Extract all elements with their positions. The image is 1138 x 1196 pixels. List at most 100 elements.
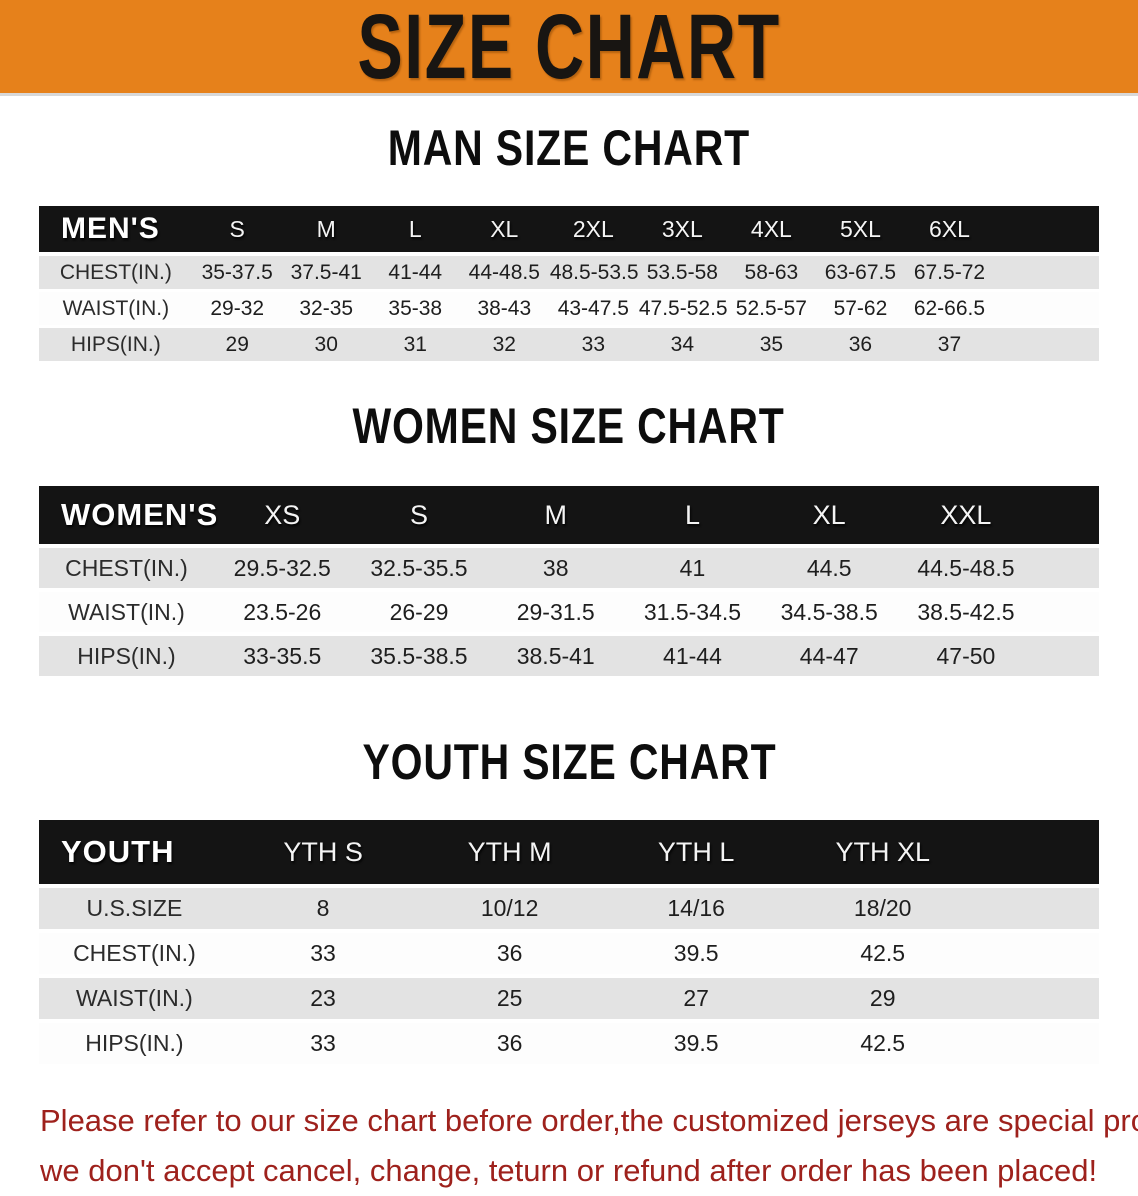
table-cell: 29-31.5 [487,590,625,636]
table-cell: 35-38 [370,290,460,328]
table-cell: 41 [624,546,761,592]
table-cell: 38.5-41 [487,634,625,680]
table-cell: 34.5-38.5 [760,590,898,636]
table-cell: 32-35 [281,290,371,328]
notice-line-1: Please refer to our size chart before or… [40,1103,1138,1138]
table-cell: 39.5 [602,1021,790,1068]
column-header: YTH S [229,820,417,888]
column-header: XL [459,206,549,256]
table-group-label: MEN'S [39,206,193,256]
youth-section-heading: YOUTH SIZE CHART [0,736,1138,798]
men-size-table: MEN'S S M L XL 2XL 3XL 4XL 5XL 6XL CHEST(IN.) 35-37… [39,206,1099,364]
table-cell: 14/16 [602,886,790,933]
table-cell: 33 [548,326,638,364]
order-notice: Please refer to our size chart before or… [40,1096,1138,1196]
column-header: 3XL [637,206,727,256]
banner-title: SIZE CHART [357,0,781,98]
table-cell: 10/12 [416,886,603,933]
spacer-cell [1034,546,1099,592]
row-label: HIPS(IN.) [39,634,214,680]
table-row: U.S.SIZE 8 10/12 14/16 18/20 [39,886,1099,933]
table-row: HIPS(IN.) 33 36 39.5 42.5 [39,1021,1099,1068]
table-cell: 63-67.5 [815,254,905,292]
table-row: CHEST(IN.) 33 36 39.5 42.5 [39,931,1099,978]
table-cell: 47.5-52.5 [637,290,728,328]
table-cell: 33 [229,1021,417,1068]
table-cell: 44.5 [760,546,898,592]
table-group-label: YOUTH [39,820,230,888]
table-cell: 18/20 [789,886,976,933]
table-row: WAIST(IN.) 23 25 27 29 [39,976,1099,1023]
table-cell: 44.5-48.5 [897,546,1035,592]
column-header: L [624,486,761,548]
spacer-cell [993,206,1099,256]
table-cell: 39.5 [602,931,790,978]
youth-size-table: YOUTH YTH S YTH M YTH L YTH XL U.S.SIZE 8 10/12… [39,820,1099,1068]
table-cell: 30 [281,326,371,364]
table-cell: 38 [487,546,625,592]
column-header: XS [213,486,351,548]
table-cell: 8 [229,886,417,933]
row-label: HIPS(IN.) [39,1021,230,1068]
table-cell: 37 [904,326,994,364]
women-section-heading-text: WOMEN SIZE CHART [352,398,786,454]
table-cell: 38-43 [459,290,549,328]
table-cell: 35.5-38.5 [350,634,488,680]
column-header: 5XL [815,206,905,256]
row-label: WAIST(IN.) [39,590,214,636]
table-cell: 33-35.5 [213,634,351,680]
header-row: YOUTH YTH S YTH M YTH L YTH XL [39,820,1099,888]
row-label: WAIST(IN.) [39,976,230,1023]
spacer-cell [975,976,1099,1023]
table-cell: 23 [229,976,417,1023]
table-row: HIPS(IN.) 29 30 31 32 33 34 35 36 37 [39,326,1099,364]
table-cell: 41-44 [624,634,761,680]
men-section-heading-text: MAN SIZE CHART [387,120,751,176]
table-cell: 58-63 [726,254,816,292]
table-row: CHEST(IN.) 29.5-32.5 32.5-35.5 38 41 44.5 44.5… [39,546,1099,592]
table-row: HIPS(IN.) 33-35.5 35.5-38.5 38.5-41 41-44 44-… [39,634,1099,680]
table-row: CHEST(IN.) 35-37.5 37.5-41 41-44 44-48.5 48.5… [39,254,1099,292]
column-header: XL [760,486,898,548]
table-cell: 31 [370,326,460,364]
table-cell: 44-48.5 [459,254,549,292]
row-label: CHEST(IN.) [39,931,230,978]
column-header: YTH XL [789,820,976,888]
column-header: L [370,206,460,256]
table-cell: 23.5-26 [213,590,351,636]
column-header: 2XL [548,206,638,256]
table-cell: 29 [789,976,976,1023]
column-header: S [192,206,282,256]
column-header: M [487,486,625,548]
table-cell: 37.5-41 [281,254,371,292]
spacer-cell [993,326,1099,364]
row-label: CHEST(IN.) [39,546,214,592]
table-cell: 48.5-53.5 [548,254,639,292]
table-cell: 27 [602,976,790,1023]
spacer-cell [975,931,1099,978]
table-cell: 47-50 [897,634,1035,680]
youth-section-heading-text: YOUTH SIZE CHART [361,734,777,790]
table-group-label: WOMEN'S [39,486,217,548]
column-header: XXL [897,486,1035,548]
table-cell: 57-62 [815,290,905,328]
table-cell: 32.5-35.5 [350,546,488,592]
table-cell: 41-44 [370,254,460,292]
column-header: YTH M [416,820,603,888]
table-cell: 38.5-42.5 [897,590,1035,636]
table-cell: 36 [416,931,603,978]
table-cell: 29-32 [192,290,282,328]
size-chart-banner: SIZE CHART [0,0,1138,96]
table-cell: 29.5-32.5 [213,546,351,592]
column-header: 4XL [726,206,816,256]
table-cell: 62-66.5 [904,290,994,328]
women-section-heading: WOMEN SIZE CHART [0,400,1138,462]
column-header: 6XL [904,206,994,256]
spacer-cell [993,254,1099,292]
row-label: HIPS(IN.) [39,326,193,364]
spacer-cell [1034,634,1099,680]
column-header: S [350,486,488,548]
table-row: WAIST(IN.) 29-32 32-35 35-38 38-43 43-47.5 47.… [39,290,1099,328]
table-cell: 26-29 [350,590,488,636]
table-cell: 36 [815,326,905,364]
